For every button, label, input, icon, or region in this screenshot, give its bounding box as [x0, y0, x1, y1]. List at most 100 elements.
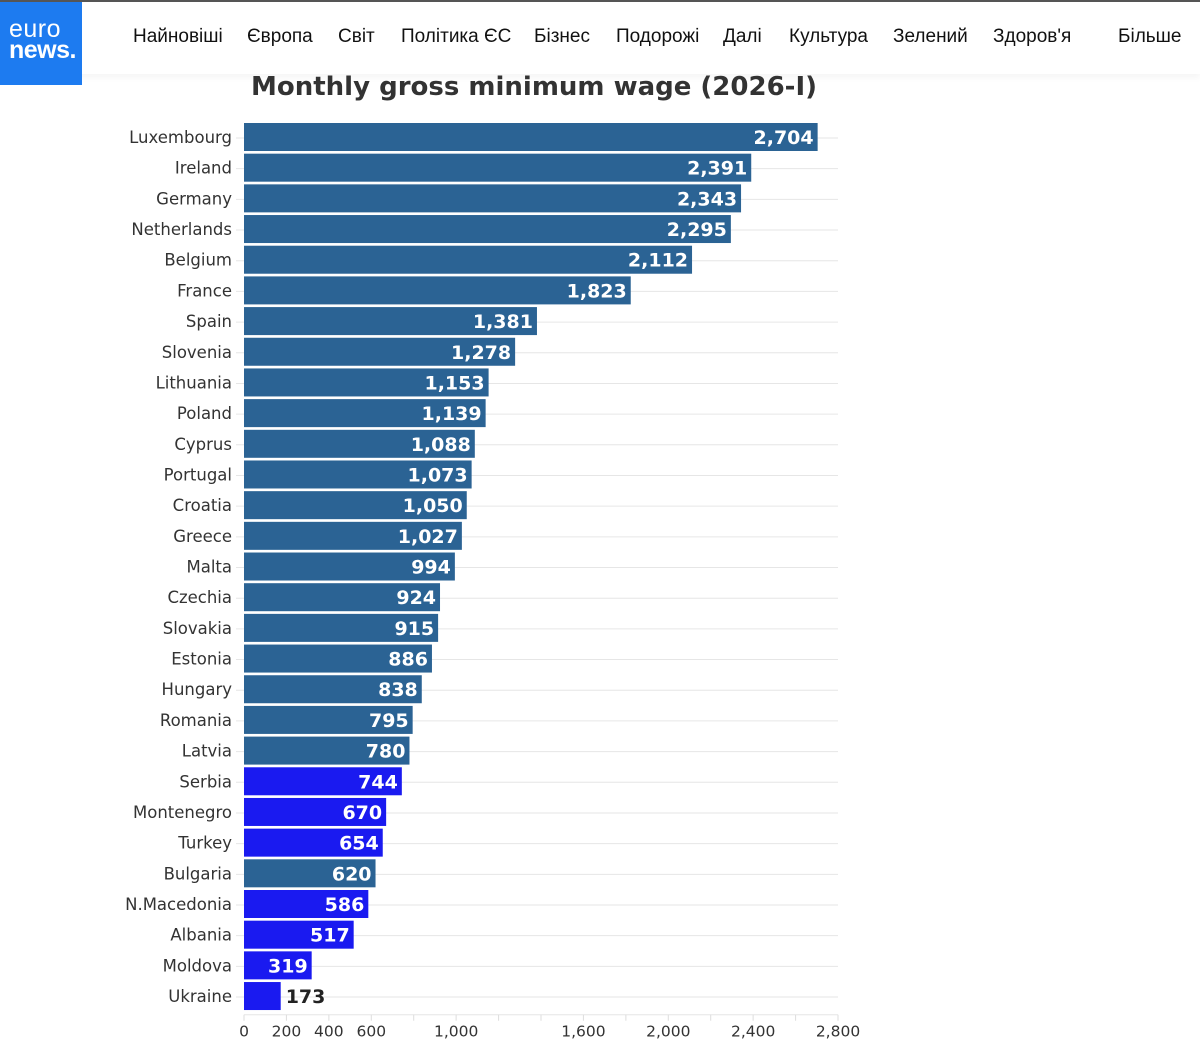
- x-tick-label: 2,800: [816, 1023, 860, 1041]
- value-label: 1,823: [567, 280, 627, 302]
- bar: [244, 613, 439, 642]
- category-label: Czechia: [167, 588, 232, 607]
- bar: [244, 675, 422, 704]
- bar: [244, 429, 475, 458]
- chart-title: Monthly gross minimum wage (2026-I): [251, 72, 818, 102]
- nav-item-culture[interactable]: Культура: [789, 26, 868, 47]
- value-label: 780: [366, 741, 406, 763]
- nav-item-latest[interactable]: Найновіші: [133, 26, 223, 47]
- nav-item-green[interactable]: Зелений: [893, 26, 968, 47]
- value-label: 670: [342, 802, 382, 824]
- x-tick-label: 2,400: [731, 1023, 775, 1041]
- category-label: Malta: [186, 558, 232, 577]
- nav-item-travel[interactable]: Подорожі: [616, 26, 700, 47]
- nav-item-business[interactable]: Бізнес: [534, 26, 590, 47]
- x-tick-label: 1,000: [434, 1023, 478, 1041]
- category-label: Netherlands: [131, 220, 232, 239]
- site-header: euro news. Найновіші Європа Світ Політик…: [0, 0, 1200, 85]
- value-label: 1,027: [398, 526, 458, 548]
- bar: [244, 644, 432, 673]
- bar: [244, 797, 387, 826]
- value-label: 1,050: [403, 495, 463, 517]
- category-label: Slovenia: [162, 343, 232, 362]
- value-label: 924: [396, 587, 436, 609]
- category-label: Ukraine: [168, 987, 232, 1006]
- value-label: 586: [325, 894, 365, 916]
- value-label: 2,112: [628, 250, 688, 272]
- category-label: N.Macedonia: [125, 895, 232, 914]
- value-label: 319: [268, 955, 308, 977]
- category-label: Serbia: [179, 772, 232, 791]
- value-label: 994: [411, 557, 451, 579]
- nav-item-next[interactable]: Далі: [723, 26, 762, 47]
- bar: [244, 460, 472, 489]
- category-label: Slovakia: [163, 619, 232, 638]
- bar: [244, 982, 281, 1011]
- value-label: 915: [394, 618, 434, 640]
- bar: [244, 890, 369, 918]
- value-label: 620: [332, 863, 372, 885]
- value-label: 2,391: [687, 158, 747, 180]
- bar: [244, 552, 455, 581]
- value-label: 654: [339, 833, 379, 855]
- nav-item-health[interactable]: Здоров'я: [993, 26, 1072, 47]
- category-label: Albania: [170, 926, 232, 945]
- bar: [244, 245, 693, 274]
- nav-item-europe[interactable]: Європа: [247, 26, 313, 47]
- category-label: Portugal: [164, 465, 232, 484]
- bar: [244, 828, 383, 857]
- bar: [244, 337, 516, 366]
- bar: [244, 368, 489, 397]
- category-label: Lithuania: [156, 373, 232, 392]
- bar: [244, 491, 467, 520]
- bar: [244, 767, 402, 796]
- category-label: Germany: [156, 189, 232, 208]
- logo-text-news: news.: [9, 36, 76, 64]
- logo-text-euro: euro: [9, 15, 62, 43]
- category-label: Estonia: [171, 650, 232, 669]
- category-label: Latvia: [182, 742, 232, 761]
- category-label: Spain: [186, 312, 232, 331]
- x-tick-label: 0: [239, 1023, 249, 1041]
- category-label: Croatia: [173, 496, 232, 515]
- bar: [244, 583, 441, 612]
- category-label: Greece: [173, 527, 232, 546]
- value-label: 1,153: [424, 372, 484, 394]
- bar: [244, 705, 413, 734]
- bar: [244, 920, 354, 949]
- category-label: Moldova: [163, 956, 232, 975]
- bar: [244, 399, 486, 428]
- x-tick-label: 1,600: [561, 1023, 605, 1041]
- bar: [244, 184, 742, 213]
- category-label: Turkey: [177, 834, 232, 853]
- value-label: 1,381: [473, 311, 533, 333]
- value-label: 2,704: [754, 127, 814, 149]
- nav-item-eu-politics[interactable]: Політика ЄС: [401, 26, 512, 47]
- category-label: Poland: [177, 404, 232, 423]
- x-tick-label: 600: [356, 1023, 386, 1041]
- category-label: Cyprus: [174, 435, 232, 454]
- value-label: 795: [369, 710, 409, 732]
- bar: [244, 276, 631, 305]
- bar: [244, 859, 376, 888]
- bar: [244, 951, 312, 980]
- x-tick-label: 2,000: [646, 1023, 690, 1041]
- value-label: 1,139: [422, 403, 482, 425]
- category-label: Romania: [160, 711, 232, 730]
- bar: [244, 736, 410, 765]
- bar: [244, 215, 731, 244]
- x-tick-label: 200: [272, 1023, 302, 1041]
- category-label: Ireland: [175, 159, 232, 178]
- bar: [244, 521, 462, 550]
- value-label: 2,295: [667, 219, 727, 241]
- nav-item-more[interactable]: Більше: [1118, 26, 1182, 47]
- category-label: Bulgaria: [164, 864, 232, 883]
- x-tick-label: 400: [314, 1023, 344, 1041]
- value-label: 1,278: [451, 342, 511, 364]
- value-label: 1,088: [411, 434, 471, 456]
- nav-item-world[interactable]: Світ: [338, 26, 375, 47]
- bar: [244, 123, 818, 151]
- bar: [244, 153, 752, 182]
- euronews-logo[interactable]: euro news.: [0, 2, 82, 85]
